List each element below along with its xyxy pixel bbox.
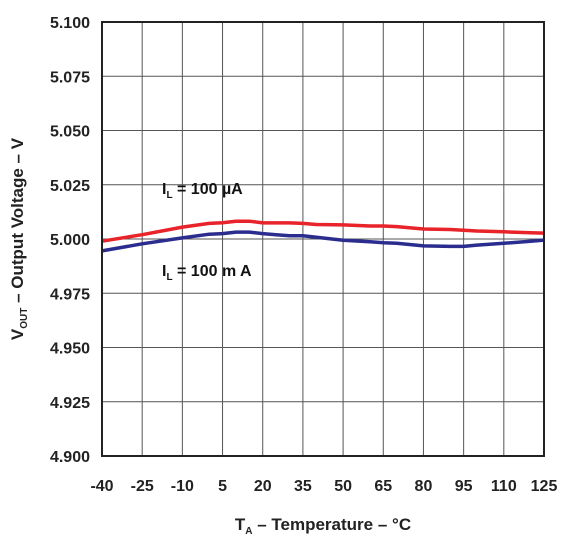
x-tick-label: 5: [218, 478, 227, 495]
y-axis-title: VOUT – Output Voltage – V: [8, 137, 30, 340]
x-tick-label: 125: [531, 478, 558, 495]
y-tick-label: 5.000: [50, 232, 90, 249]
x-tick-label: 110: [491, 478, 517, 495]
y-tick-label: 4.975: [50, 286, 90, 303]
plot-frame: [101, 21, 545, 457]
y-tick-label: 5.050: [50, 124, 90, 141]
x-tick-label: -10: [171, 478, 194, 495]
y-tick-labels: 5.100 5.075 5.050 5.025 5.000 4.975 4.950 4.925…: [50, 15, 90, 466]
y-tick-label: 5.075: [50, 69, 90, 86]
series-line-100ua: [101, 219, 545, 243]
series-layer: [101, 219, 545, 253]
x-tick-label: 95: [455, 478, 473, 495]
x-tick-label: 65: [374, 478, 392, 495]
series-line-100ma: [101, 230, 545, 253]
y-tick-label: 5.025: [50, 178, 90, 195]
y-tick-label: 4.925: [50, 395, 90, 412]
x-tick-label: -40: [90, 478, 113, 495]
x-tick-label: -25: [131, 478, 154, 495]
y-tick-label: 4.950: [50, 341, 90, 358]
y-tick-label: 5.100: [50, 15, 90, 32]
x-tick-label: 80: [415, 478, 433, 495]
series-label-100ua: IL = 100 µA: [162, 181, 243, 201]
y-tick-label: 4.900: [50, 449, 90, 466]
x-tick-labels: -40 -25 -10 5 20 35 50 65 80 95 110 125: [90, 478, 557, 495]
x-tick-label: 20: [254, 478, 272, 495]
series-label-100ma: IL = 100 m A: [162, 263, 252, 283]
x-tick-label: 50: [334, 478, 352, 495]
x-axis-title: TA – Temperature – °C: [235, 515, 411, 537]
x-tick-label: 35: [294, 478, 312, 495]
